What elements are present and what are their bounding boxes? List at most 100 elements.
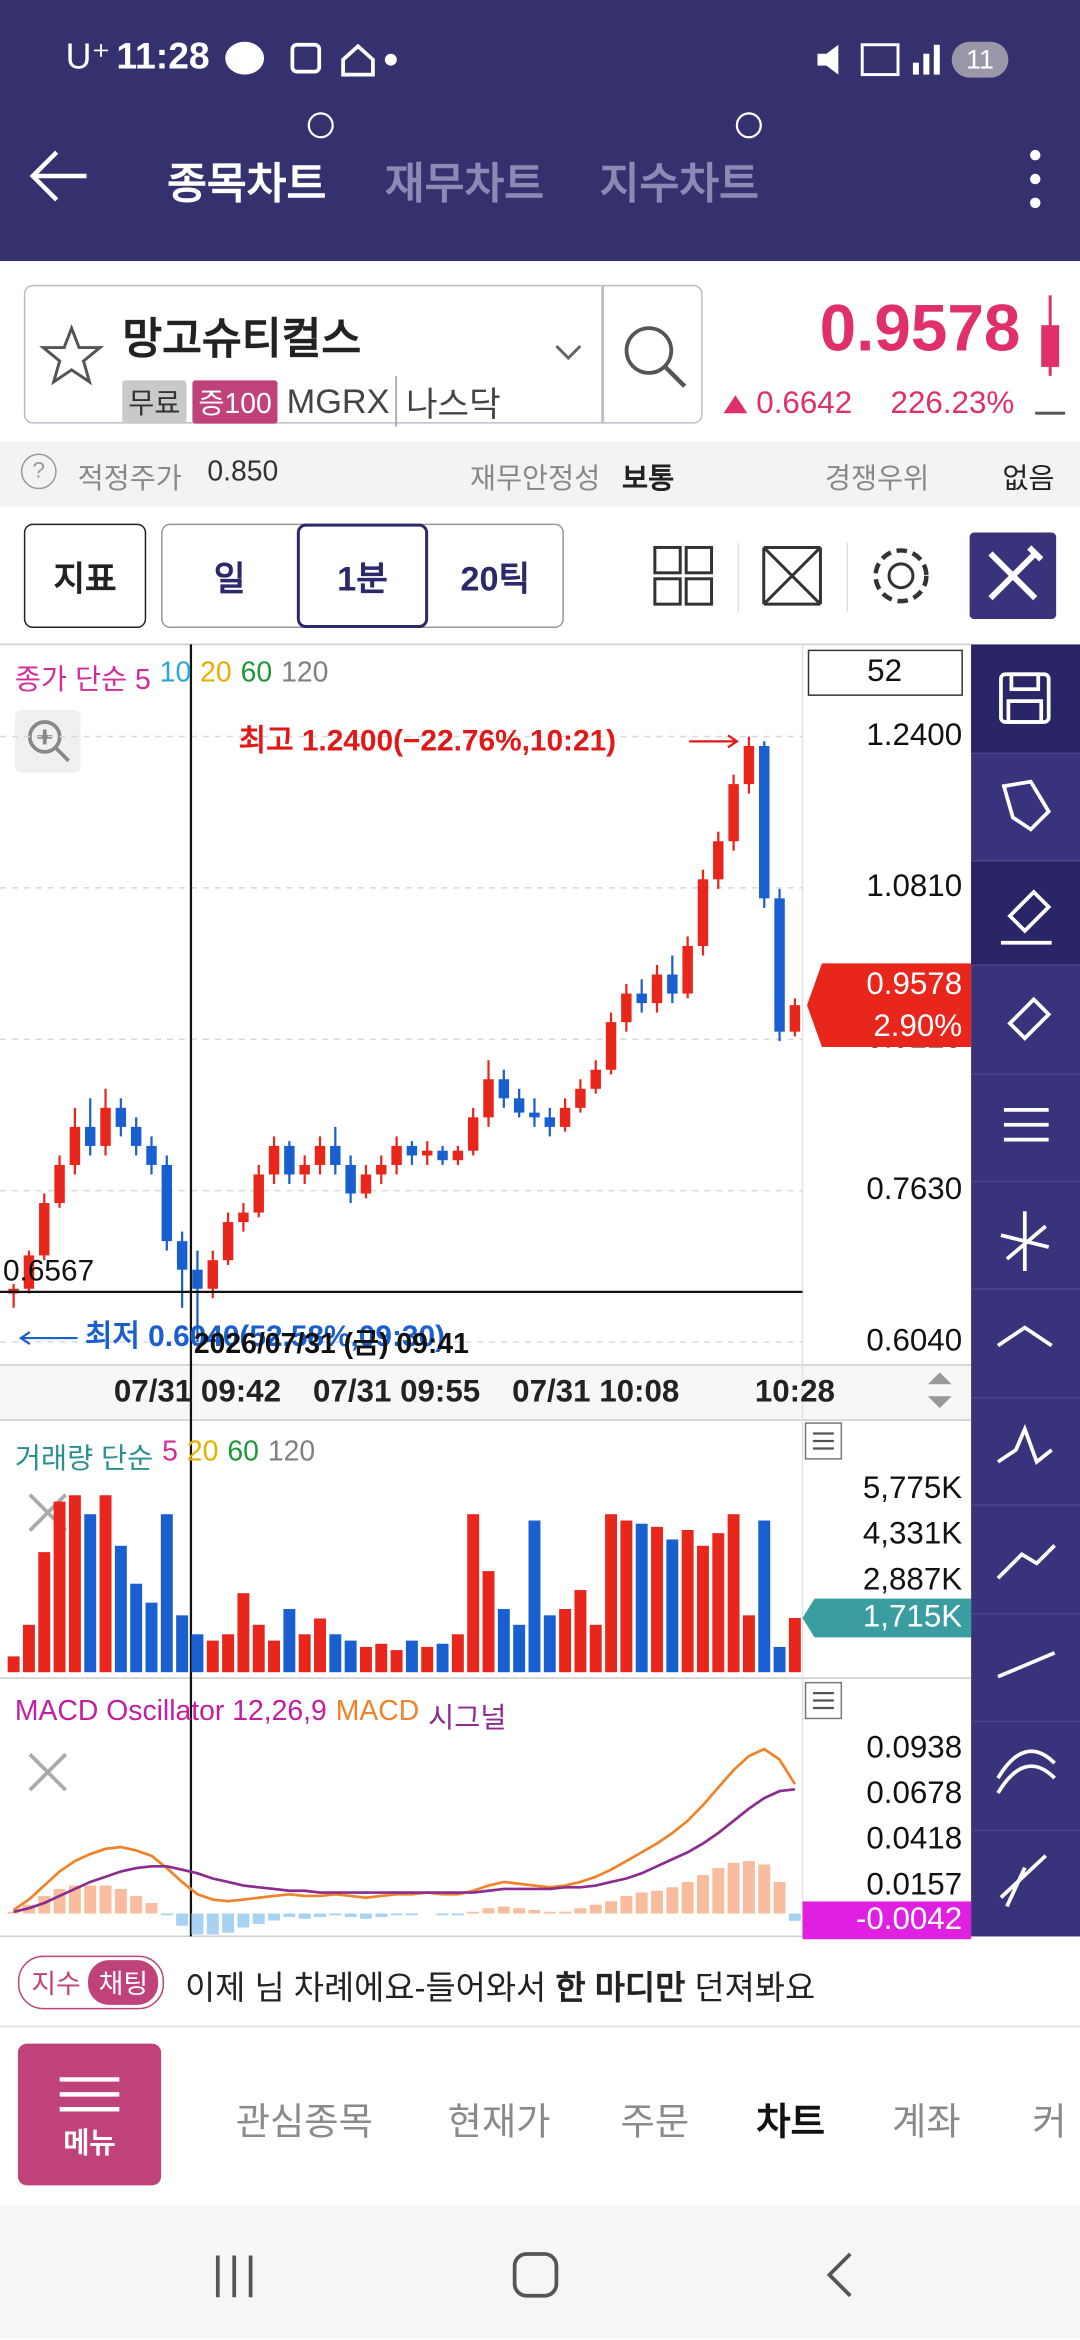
volume-bar — [666, 1539, 679, 1673]
nav-item[interactable]: 주문 — [620, 2101, 690, 2144]
tab[interactable]: 지수차트 — [599, 161, 759, 209]
candle-body — [697, 879, 709, 946]
header — [0, 0, 1080, 262]
legend-entry: 20 — [200, 657, 232, 690]
nav-item[interactable]: 커 — [1032, 2101, 1067, 2144]
scroll-arrows[interactable] — [927, 1372, 952, 1409]
candle-body — [774, 898, 785, 1032]
candle-body — [391, 1145, 402, 1165]
back-button[interactable] — [27, 146, 93, 206]
stock-meta: 무료 증100 MGRX 나스닥 — [122, 375, 501, 427]
candle-body — [39, 1203, 50, 1256]
clock: 11:28 — [116, 35, 210, 78]
tab[interactable]: 종목차트 — [167, 161, 327, 209]
more-button[interactable] — [1020, 146, 1050, 212]
volume-bar — [130, 1583, 143, 1673]
banner-text-part: 던져봐요 — [685, 1969, 816, 2007]
y-tick-label: 0.0157 — [866, 1866, 962, 1901]
search-button[interactable] — [621, 322, 690, 391]
y-tick-label: 1.0810 — [866, 868, 962, 903]
dropdown[interactable] — [553, 343, 583, 364]
candle-body — [69, 1126, 81, 1165]
oscillator-bar — [206, 1913, 219, 1935]
price-change: 0.6642 — [756, 386, 853, 421]
info-row: ? 적정주가 0.850 재무안정성 보통 경쟁우위 없음 — [0, 441, 1080, 508]
volume-bar — [513, 1624, 526, 1673]
oscillator-bar — [176, 1913, 189, 1926]
candle-body — [789, 1005, 801, 1032]
period-button[interactable]: 20틱 — [460, 559, 531, 599]
legend-entry: 거래량 단순 — [14, 1443, 154, 1476]
close-icon[interactable] — [28, 1752, 67, 1792]
oscillator-bar — [605, 1901, 618, 1914]
nav-item[interactable]: 현재가 — [447, 2101, 551, 2144]
volume-bar — [268, 1640, 281, 1673]
volume-bar — [620, 1520, 633, 1673]
menu-icon[interactable] — [804, 1422, 843, 1460]
volume-bar — [114, 1545, 127, 1673]
menu-label: 메뉴 — [63, 2128, 116, 2161]
macd-line — [13, 1787, 796, 1914]
period-button[interactable]: 1분 — [296, 523, 429, 629]
volume-bar — [176, 1615, 189, 1673]
drawing-tools-button[interactable] — [969, 532, 1057, 620]
volume-bar — [528, 1520, 541, 1673]
volume-bar — [651, 1526, 663, 1673]
info-label: 재무안정성 — [469, 463, 601, 496]
zoom-icon[interactable] — [14, 710, 81, 773]
chat-banner[interactable] — [0, 1939, 1080, 2028]
banner-text-bold: 한 마디만 — [555, 1969, 686, 2007]
candle-body — [529, 1112, 540, 1118]
oscillator-bar — [482, 1908, 495, 1914]
candle-body — [146, 1145, 157, 1165]
tab-icon — [735, 112, 762, 139]
price-change-rate: 226.23% — [890, 386, 1015, 421]
menu-icon[interactable] — [804, 1681, 843, 1720]
menu-button[interactable]: 메뉴 — [17, 2043, 162, 2186]
banner-text-part: 이제 님 차례에요-들어와서 — [184, 1969, 556, 2007]
volume-bar — [697, 1545, 709, 1673]
nav-item[interactable]: 차트 — [756, 2101, 825, 2144]
oscillator-tag — [802, 1901, 972, 1941]
y-tick-label: 2,887K — [863, 1561, 962, 1596]
oscillator-bar — [467, 1911, 480, 1914]
volume-bar — [283, 1609, 296, 1673]
volume-bar — [727, 1514, 740, 1673]
nav-item[interactable]: 관심종목 — [235, 2101, 373, 2144]
nav-item[interactable]: 계좌 — [892, 2101, 961, 2144]
oscillator-bar — [130, 1896, 143, 1914]
count: 52 — [867, 653, 902, 688]
period-button[interactable]: 일 — [213, 559, 246, 599]
candle-body — [115, 1107, 127, 1127]
low-annotation: 최저 0.6040(52.58%,09:30) — [85, 1320, 445, 1353]
y-tick-label: 4,331K — [863, 1516, 962, 1551]
stock-selector[interactable] — [23, 284, 703, 424]
y-tick-label: 0.0938 — [866, 1730, 962, 1765]
x-tick-label: 10:28 — [755, 1374, 835, 1409]
info-value: 보통 — [622, 463, 675, 496]
oscillator-bar — [405, 1913, 418, 1916]
help-icon[interactable]: ? — [20, 453, 57, 490]
volume-bar — [543, 1615, 556, 1673]
favorite-star[interactable] — [39, 324, 105, 387]
oscillator-bar — [574, 1908, 587, 1914]
volume-bar — [589, 1624, 602, 1673]
oscillator-bar — [559, 1911, 572, 1914]
y-tick-label: 0.6040 — [866, 1322, 962, 1357]
toolbar-icons[interactable] — [650, 542, 948, 612]
candle-body — [728, 784, 739, 842]
volume-bar — [7, 1656, 20, 1673]
candle-body — [605, 1022, 617, 1070]
oscillator-bar — [222, 1913, 235, 1933]
indicator-button[interactable]: 지표 — [23, 523, 147, 629]
info-value: 없음 — [1002, 463, 1055, 496]
volume-bar — [788, 1618, 801, 1673]
tab[interactable]: 재무차트 — [384, 161, 545, 209]
chat-pill[interactable]: 지수 채팅 — [17, 1955, 165, 2010]
legend-entry: 시그널 — [428, 1703, 507, 1735]
candle-body — [299, 1164, 310, 1175]
volume-bar — [314, 1618, 326, 1673]
oscillator-bar — [513, 1908, 526, 1914]
